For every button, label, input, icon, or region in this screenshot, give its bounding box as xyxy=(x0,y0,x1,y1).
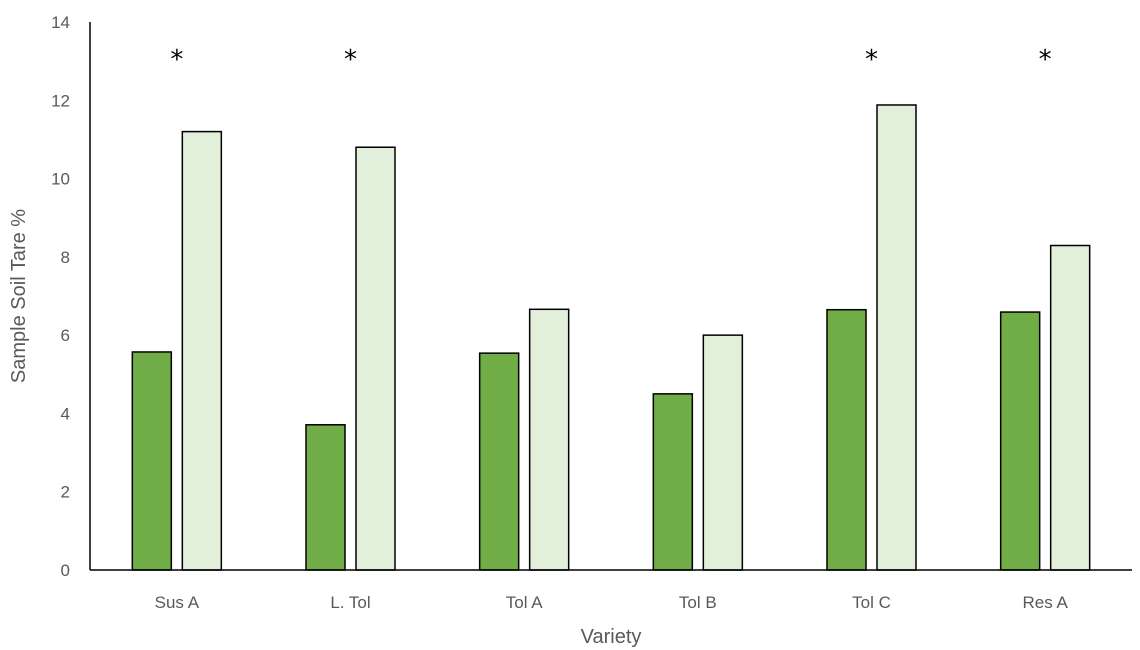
y-tick-label: 14 xyxy=(51,13,70,32)
bar-dark-sus-a xyxy=(131,351,173,571)
y-tick-label: 2 xyxy=(61,483,70,502)
bar-light-sus-a xyxy=(181,130,223,571)
x-tick-label: Sus A xyxy=(155,593,200,612)
y-tick-label: 0 xyxy=(61,561,70,580)
bar-light-l-tol xyxy=(355,146,396,571)
y-axis-title: Sample Soil Tare % xyxy=(8,209,30,383)
bar-light-tol-c xyxy=(876,104,917,571)
x-tick-label: Tol B xyxy=(679,593,717,612)
bar-light-res-a xyxy=(1049,244,1091,571)
significance-asterisk: * xyxy=(170,45,183,75)
bar-dark-l-tol xyxy=(305,424,346,571)
bar-dark-res-a xyxy=(999,311,1041,571)
x-tick-label: L. Tol xyxy=(330,593,370,612)
significance-asterisk: * xyxy=(344,45,357,75)
y-tick-label: 6 xyxy=(61,326,70,345)
bars-layer xyxy=(131,104,1091,571)
bar-dark-tol-b xyxy=(652,393,694,571)
y-tick-label: 4 xyxy=(61,404,70,423)
x-tick-label: Res A xyxy=(1022,593,1068,612)
y-tick-label: 10 xyxy=(51,170,70,189)
y-tick-label: 8 xyxy=(61,248,70,267)
bar-dark-tol-a xyxy=(478,352,520,571)
significance-asterisk: * xyxy=(1039,45,1052,75)
bar-dark-tol-c xyxy=(826,308,867,571)
x-tick-label: Tol A xyxy=(506,593,544,612)
x-axis-title: Variety xyxy=(581,626,642,648)
significance-layer: * * * * xyxy=(170,45,1051,75)
bar-light-tol-b xyxy=(702,334,744,571)
x-tick-label: Tol C xyxy=(852,593,891,612)
y-axis-ticks: 0 2 4 6 8 10 12 14 xyxy=(51,13,70,580)
significance-asterisk: * xyxy=(865,45,878,75)
bar-light-tol-a xyxy=(528,308,570,571)
x-axis-ticks: Sus A L. Tol Tol A Tol B Tol C Res A xyxy=(155,593,1069,612)
y-tick-label: 12 xyxy=(51,91,70,110)
